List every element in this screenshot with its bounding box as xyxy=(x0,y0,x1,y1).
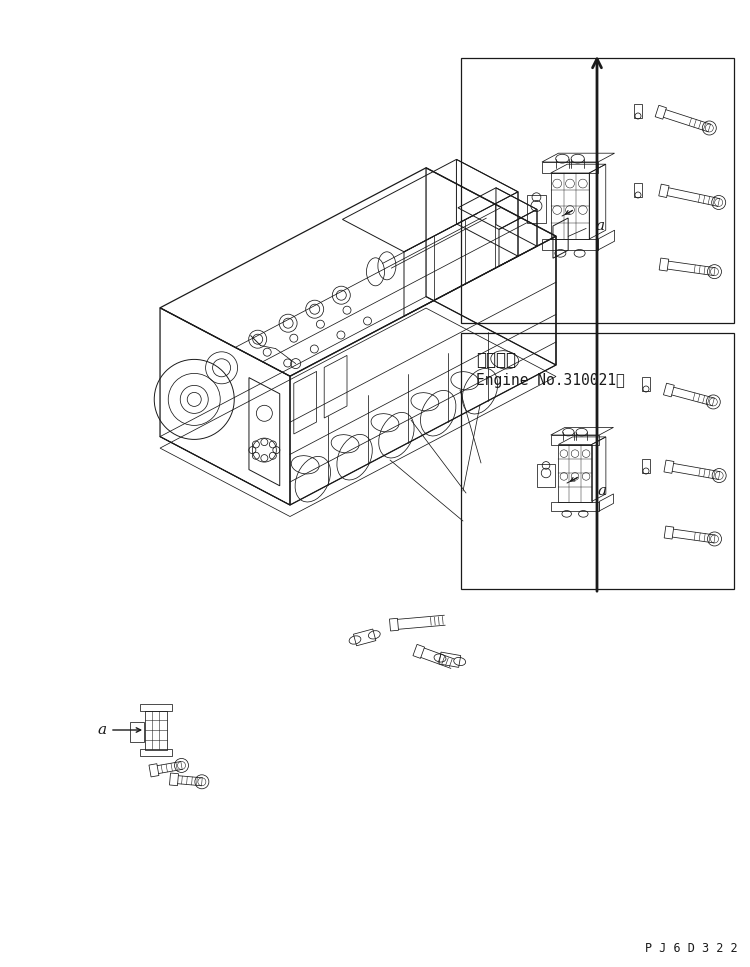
Text: Engine No.310021～: Engine No.310021～ xyxy=(476,373,625,388)
Bar xyxy=(634,183,642,197)
Bar xyxy=(558,445,592,502)
Bar xyxy=(642,377,650,391)
Text: a: a xyxy=(98,723,107,737)
Bar xyxy=(130,722,144,742)
Bar xyxy=(550,502,599,511)
Bar xyxy=(542,239,598,250)
Text: P J 6 D 3 2 2: P J 6 D 3 2 2 xyxy=(645,942,738,955)
Bar xyxy=(140,704,172,711)
Bar xyxy=(550,173,590,239)
Bar xyxy=(526,195,546,222)
Bar xyxy=(140,749,172,756)
Bar xyxy=(642,459,650,473)
Bar xyxy=(634,104,642,118)
Bar xyxy=(542,162,598,173)
Bar xyxy=(145,711,167,750)
Bar xyxy=(461,58,734,323)
Bar xyxy=(461,333,734,589)
Bar xyxy=(538,463,554,487)
Bar xyxy=(550,435,599,445)
Text: 適用号機: 適用号機 xyxy=(476,351,516,369)
Text: a: a xyxy=(597,484,606,498)
Text: a: a xyxy=(595,219,604,233)
